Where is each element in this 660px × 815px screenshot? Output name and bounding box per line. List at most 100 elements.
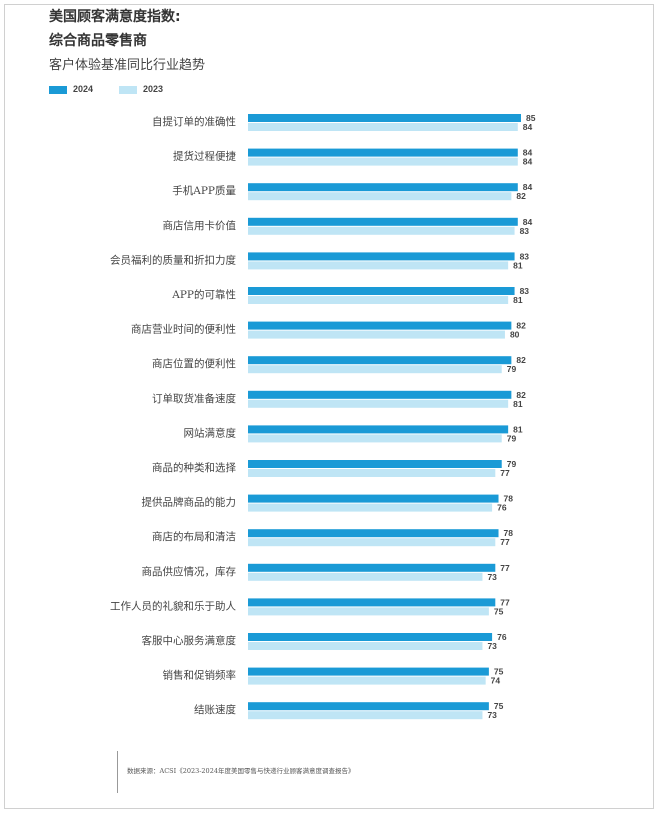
data-label-2023: 75 [494,606,504,616]
chart-title: 美国顾客满意度指数: [49,9,181,25]
bar-2023 [248,711,483,720]
category-label: 订单取货准备速度 [152,392,236,405]
bar-2024 [248,425,509,434]
data-label-2024: 81 [513,424,523,434]
data-label-2023: 79 [507,433,517,443]
category-label: 结账速度 [194,703,236,716]
bar-2023 [248,365,502,374]
bar-2023 [248,261,509,270]
bar-2023 [248,607,489,616]
data-label-2023: 74 [491,676,501,686]
data-label-2024: 83 [520,286,530,296]
bar-2024 [248,183,518,192]
data-label-2024: 79 [507,459,517,469]
source-note: 数据来源：ACSI《2023-2024年度美国零售与快递行业顾客满意度调查报告》 [127,767,355,775]
data-label-2023: 79 [507,364,517,374]
category-label: 商品的种类和选择 [152,461,236,474]
bar-2024 [248,633,493,641]
data-label-2024: 78 [504,494,514,504]
data-label-2024: 83 [520,251,530,261]
data-label-2023: 81 [513,399,523,409]
data-label-2024: 84 [523,217,533,227]
data-label-2024: 84 [523,148,533,158]
bar-2024 [248,148,518,157]
bar-2024 [248,287,515,295]
bar-2024 [248,356,512,365]
bar-2023 [248,676,486,685]
bar-2023 [248,469,496,477]
data-label-2024: 77 [500,563,510,573]
data-label-2024: 75 [494,667,504,677]
data-label-2023: 84 [523,157,533,167]
category-label: 自提订单的准确性 [152,115,236,128]
category-label: 销售和促销频率 [163,669,237,682]
category-label: 手机APP质量 [172,184,236,197]
bar-2023 [248,538,496,547]
bar-2024 [248,390,512,399]
category-label: 提供品牌商品的能力 [142,496,237,509]
bar-2024 [248,667,489,676]
category-label: 工作人员的礼貌和乐于助人 [110,599,236,612]
bar-2023 [248,330,505,339]
legend-label-2023: 2023 [143,84,164,94]
category-label: 商店的布局和清洁 [152,530,236,543]
data-label-2024: 82 [516,390,526,400]
category-label: 商店位置的便利性 [152,357,236,370]
data-label-2023: 84 [523,122,533,132]
category-label: 商店营业时间的便利性 [131,323,236,336]
data-label-2023: 77 [500,468,510,478]
category-label: 客服中心服务满意度 [142,634,237,647]
legend-swatch-2023 [119,86,137,94]
data-label-2024: 76 [497,632,507,642]
bar-2024 [248,529,499,538]
data-label-2024: 85 [526,113,536,123]
bar-2024 [248,460,502,468]
data-label-2023: 80 [510,330,520,340]
data-label-2023: 82 [516,191,526,201]
bar-2024 [248,702,489,711]
bar-2024 [248,494,499,503]
bar-2023 [248,503,493,512]
bar-2024 [248,217,518,226]
data-label-2023: 76 [497,503,507,513]
bar-2023 [248,642,483,650]
bar-2024 [248,321,512,330]
data-label-2024: 82 [516,355,526,365]
chart-subtitle: 客户体验基准同比行业趋势 [49,58,206,73]
data-label-2023: 81 [513,295,523,305]
data-label-2023: 81 [513,260,523,270]
bar-2024 [248,114,521,122]
legend-swatch-2024 [49,86,67,94]
bar-2024 [248,598,496,607]
data-label-2024: 77 [500,597,510,607]
data-label-2023: 83 [520,226,530,236]
category-label: 商店信用卡价值 [163,219,237,232]
chart-title-line2: 综合商品零售商 [49,33,147,49]
data-label-2023: 73 [487,572,497,582]
bar-2023 [248,192,512,201]
category-label: 商品供应情况，库存 [142,565,237,578]
bar-2023 [248,296,509,304]
bar-2023 [248,123,518,131]
bar-2023 [248,399,509,408]
data-label-2023: 73 [487,641,497,651]
bar-2023 [248,434,502,443]
source-divider [117,751,118,793]
data-label-2023: 73 [487,710,497,720]
data-label-2024: 84 [523,182,533,192]
bar-2023 [248,572,483,581]
data-label-2023: 77 [500,537,510,547]
bar-2024 [248,563,496,572]
category-label: APP的可靠性 [171,288,236,301]
data-label-2024: 78 [504,528,514,538]
bar-2023 [248,157,518,166]
legend-label-2024: 2024 [73,84,94,94]
bar-2023 [248,226,515,235]
page-frame [4,4,654,809]
data-label-2024: 75 [494,701,504,711]
data-label-2024: 82 [516,321,526,331]
category-label: 提货过程便捷 [173,150,236,163]
category-label: 会员福利的质量和折扣力度 [110,253,236,266]
category-label: 网站满意度 [184,426,237,439]
